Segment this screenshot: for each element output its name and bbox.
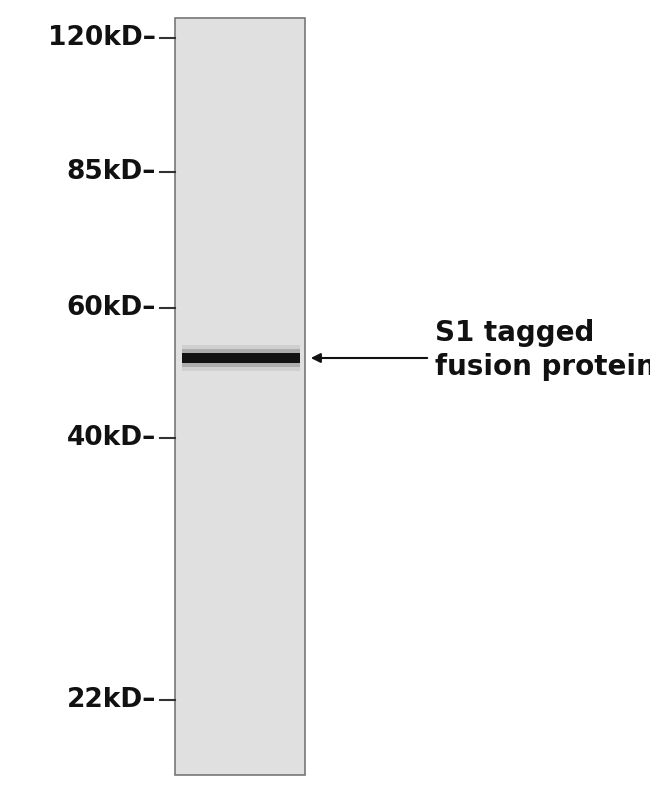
Text: 60kD–: 60kD– <box>66 295 156 321</box>
Text: 40kD–: 40kD– <box>67 425 156 451</box>
Bar <box>182 353 300 363</box>
Text: 120kD–: 120kD– <box>48 25 156 51</box>
Bar <box>182 349 300 367</box>
Text: S1 tagged
fusion protein: S1 tagged fusion protein <box>435 319 650 381</box>
Text: 85kD–: 85kD– <box>66 159 156 185</box>
Bar <box>175 18 305 775</box>
Bar <box>182 345 300 371</box>
Text: 22kD–: 22kD– <box>66 687 156 713</box>
